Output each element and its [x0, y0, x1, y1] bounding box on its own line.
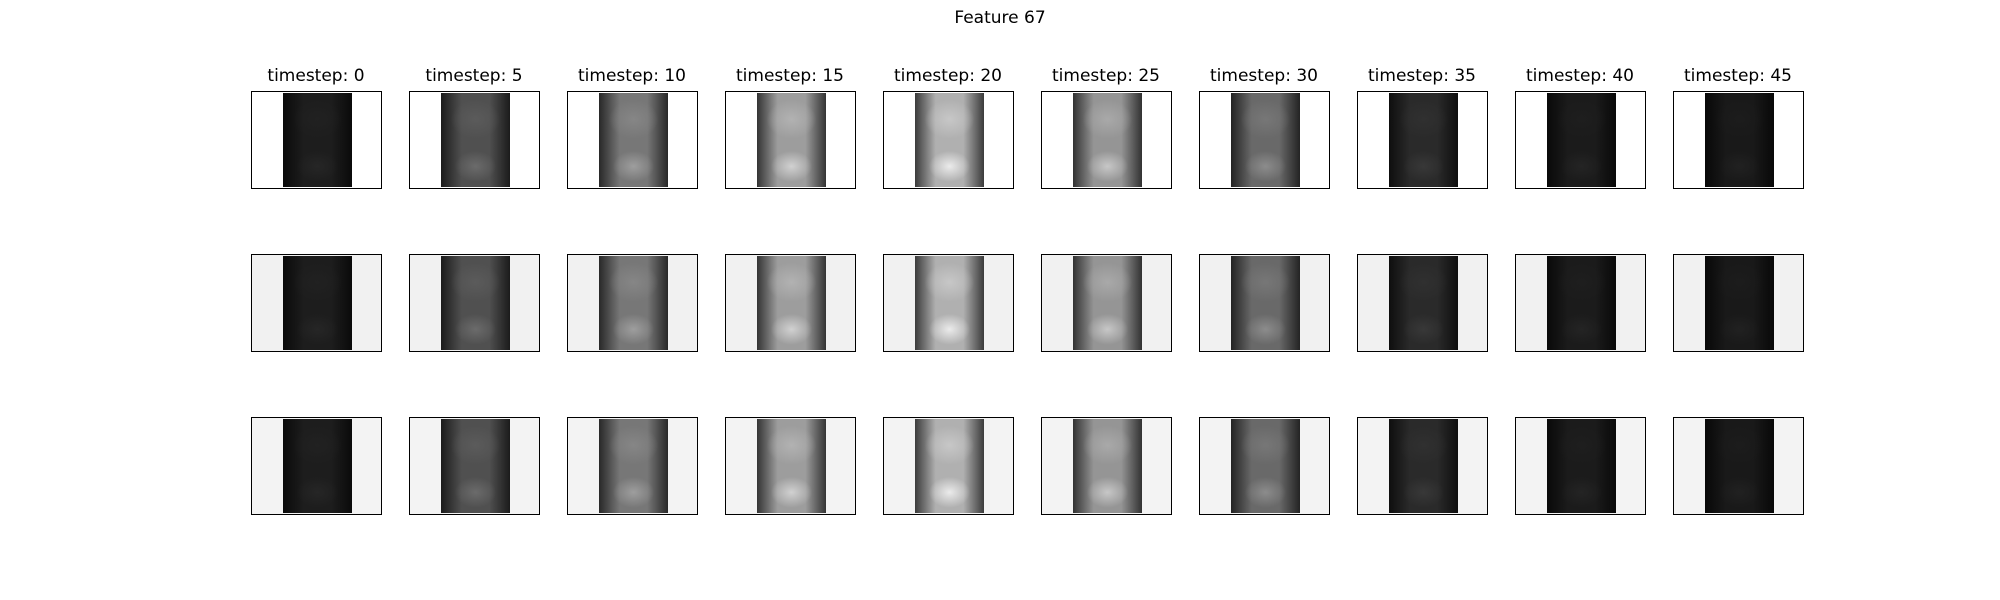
feature-map-image [757, 93, 826, 187]
feature-map-r2-c8 [1515, 417, 1646, 515]
feature-map-r2-c9 [1673, 417, 1804, 515]
feature-map-r1-c0 [251, 254, 382, 352]
feature-map-image [1547, 419, 1616, 513]
feature-map-r0-c4 [883, 91, 1014, 189]
feature-map-image [283, 93, 352, 187]
column-title-7: timestep: 35 [1368, 66, 1476, 86]
column-title-8: timestep: 40 [1526, 66, 1634, 86]
column-title-6: timestep: 30 [1210, 66, 1318, 86]
feature-map-image [915, 93, 984, 187]
feature-map-r2-c6 [1199, 417, 1330, 515]
feature-map-image [757, 419, 826, 513]
column-title-9: timestep: 45 [1684, 66, 1792, 86]
feature-map-r2-c3 [725, 417, 856, 515]
column-title-0: timestep: 0 [267, 66, 365, 86]
feature-map-r1-c6 [1199, 254, 1330, 352]
feature-map-image [283, 256, 352, 350]
feature-map-image [1073, 93, 1142, 187]
feature-map-r0-c9 [1673, 91, 1804, 189]
feature-map-image [441, 419, 510, 513]
column-title-5: timestep: 25 [1052, 66, 1160, 86]
feature-map-r1-c4 [883, 254, 1014, 352]
column-title-3: timestep: 15 [736, 66, 844, 86]
feature-map-r0-c7 [1357, 91, 1488, 189]
feature-map-image [1705, 256, 1774, 350]
feature-map-r2-c1 [409, 417, 540, 515]
feature-map-image [283, 419, 352, 513]
feature-map-image [1073, 256, 1142, 350]
feature-map-r1-c5 [1041, 254, 1172, 352]
feature-map-image [599, 93, 668, 187]
feature-map-r2-c2 [567, 417, 698, 515]
feature-map-r1-c1 [409, 254, 540, 352]
feature-map-r0-c0 [251, 91, 382, 189]
feature-map-image [599, 256, 668, 350]
feature-map-image [599, 419, 668, 513]
feature-map-r2-c0 [251, 417, 382, 515]
feature-map-image [915, 419, 984, 513]
feature-map-r0-c8 [1515, 91, 1646, 189]
feature-map-r0-c5 [1041, 91, 1172, 189]
feature-map-r2-c7 [1357, 417, 1488, 515]
feature-map-r1-c8 [1515, 254, 1646, 352]
feature-map-r0-c3 [725, 91, 856, 189]
feature-map-r0-c2 [567, 91, 698, 189]
feature-map-r2-c4 [883, 417, 1014, 515]
feature-map-image [915, 256, 984, 350]
feature-map-image [1705, 419, 1774, 513]
feature-map-image [1547, 256, 1616, 350]
feature-map-image [1547, 93, 1616, 187]
feature-map-r1-c9 [1673, 254, 1804, 352]
column-title-2: timestep: 10 [578, 66, 686, 86]
feature-map-r1-c3 [725, 254, 856, 352]
feature-map-image [1389, 256, 1458, 350]
feature-map-image [1073, 419, 1142, 513]
feature-map-image [757, 256, 826, 350]
feature-map-image [1231, 93, 1300, 187]
feature-map-image [441, 93, 510, 187]
figure-title: Feature 67 [954, 8, 1046, 28]
column-title-1: timestep: 5 [425, 66, 523, 86]
feature-map-r0-c1 [409, 91, 540, 189]
feature-map-image [1705, 93, 1774, 187]
feature-map-r0-c6 [1199, 91, 1330, 189]
feature-map-r2-c5 [1041, 417, 1172, 515]
feature-map-r1-c2 [567, 254, 698, 352]
column-title-4: timestep: 20 [894, 66, 1002, 86]
feature-map-image [1231, 256, 1300, 350]
feature-map-r1-c7 [1357, 254, 1488, 352]
feature-map-image [1389, 93, 1458, 187]
feature-map-image [1231, 419, 1300, 513]
feature-map-image [441, 256, 510, 350]
feature-map-image [1389, 419, 1458, 513]
